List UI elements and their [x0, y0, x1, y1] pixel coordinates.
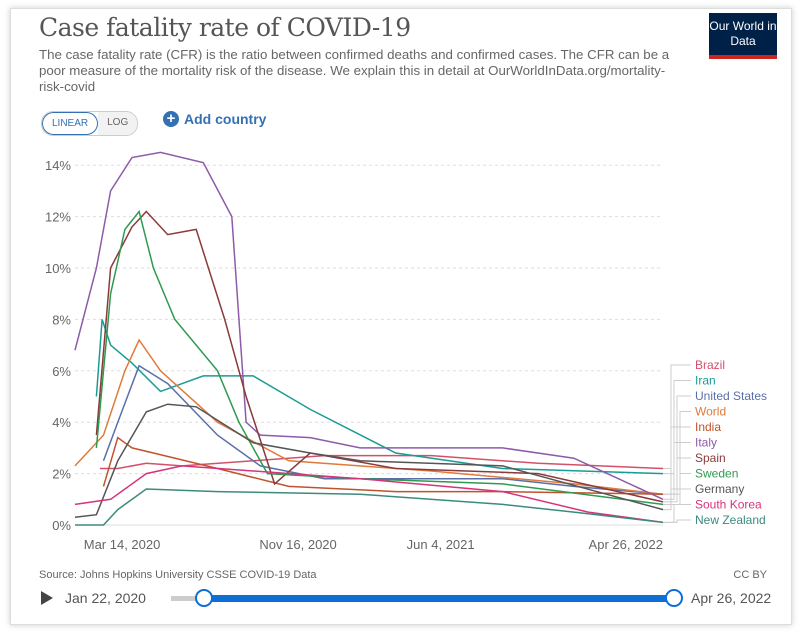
y-tick-label: 2%: [52, 467, 71, 482]
legend-connector: [663, 519, 691, 523]
y-tick-label: 6%: [52, 364, 71, 379]
timeline-start-handle[interactable]: [195, 589, 213, 607]
series-line-spain[interactable]: [95, 210, 664, 503]
end-date: Apr 26, 2022: [691, 590, 772, 606]
start-date: Jan 22, 2020: [65, 590, 146, 606]
add-country-button[interactable]: + Add country: [163, 111, 266, 127]
series-line-sweden[interactable]: [95, 209, 664, 506]
series-line-germany[interactable]: [74, 403, 664, 519]
series-line-world[interactable]: [74, 338, 664, 495]
source-text: Source: Johns Hopkins University CSSE CO…: [39, 569, 317, 581]
legend-label[interactable]: Sweden: [695, 467, 738, 481]
legend-connector: [663, 457, 691, 503]
legend-label[interactable]: New Zealand: [695, 513, 766, 527]
y-tick-label: 10%: [45, 261, 71, 276]
legend-label[interactable]: Brazil: [695, 358, 725, 372]
chart-title: Case fatality rate of COVID-19: [39, 13, 411, 42]
series-line-south-korea[interactable]: [74, 465, 664, 524]
y-tick-label: 14%: [45, 158, 71, 173]
chart-subtitle: The case fatality rate (CFR) is the rati…: [39, 47, 670, 94]
x-tick-label: Nov 16, 2020: [259, 537, 336, 552]
legend-connector: [663, 364, 691, 469]
series-line-italy[interactable]: [74, 151, 664, 500]
legend-label[interactable]: Italy: [695, 436, 717, 450]
log-button[interactable]: LOG: [98, 112, 138, 135]
timeline-range: [203, 595, 673, 602]
legend-label[interactable]: World: [695, 405, 726, 419]
y-tick-label: 4%: [52, 415, 71, 430]
play-icon[interactable]: [41, 591, 53, 605]
chart-svg: 0% 2% 4% 6% 8% 10% 12% 14% Mar 14, 2020 Nov 16, 2…: [45, 151, 767, 552]
linear-button[interactable]: LINEAR: [42, 112, 99, 135]
x-tick-label: Apr 26, 2022: [589, 537, 663, 552]
y-tick-label: 12%: [45, 210, 71, 225]
legend-connector: [663, 442, 691, 500]
y-tick-label: 0%: [52, 518, 71, 533]
timeline-end-handle[interactable]: [665, 589, 683, 607]
x-tick-label: Mar 14, 2020: [84, 537, 161, 552]
legend-label[interactable]: Germany: [695, 482, 744, 496]
legend-label[interactable]: Spain: [695, 451, 726, 465]
plus-circle-icon: +: [163, 111, 179, 127]
license-text[interactable]: CC BY: [733, 569, 767, 581]
legend-label[interactable]: Iran: [695, 374, 716, 388]
chart-card: Case fatality rate of COVID-19 The case …: [10, 8, 792, 625]
add-country-label: Add country: [184, 111, 267, 127]
y-tick-label: 8%: [52, 312, 71, 327]
legend-label[interactable]: South Korea: [695, 498, 762, 512]
legend-label[interactable]: United States: [695, 389, 767, 403]
series-line-new-zealand[interactable]: [75, 488, 664, 526]
owid-logo[interactable]: Our World in Data: [709, 13, 777, 59]
series-line-iran[interactable]: [95, 319, 664, 475]
series-line-united-states[interactable]: [102, 364, 664, 495]
legend-connector: [663, 488, 691, 511]
scale-toggle: LINEAR LOG: [41, 111, 139, 136]
x-tick-label: Jun 4, 2021: [407, 537, 475, 552]
legend-connector: [663, 426, 691, 495]
legend-label[interactable]: India: [695, 420, 721, 434]
